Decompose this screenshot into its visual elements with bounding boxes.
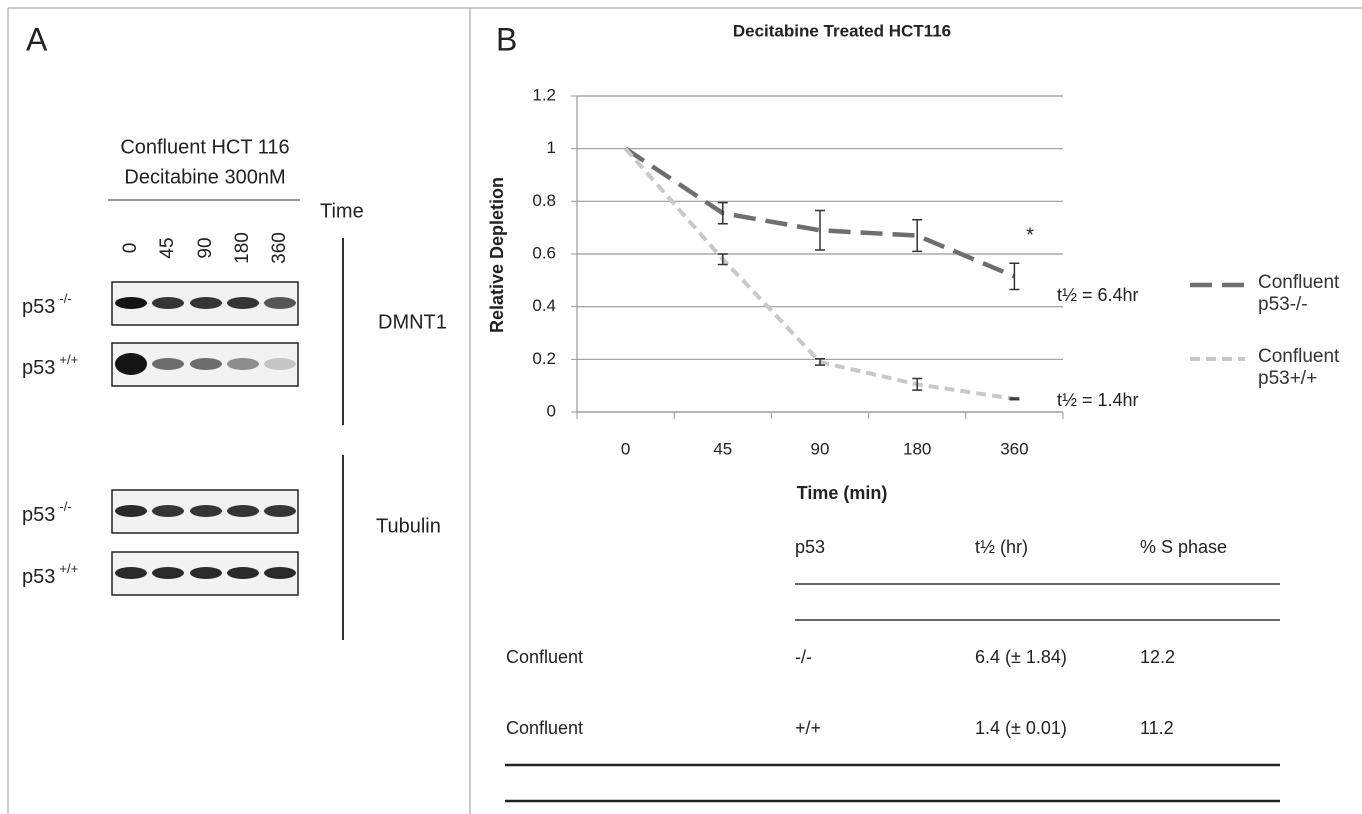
- y-tick-label: 0.2: [532, 349, 556, 368]
- row-label: p53 +/+: [22, 352, 78, 379]
- lane-label: 360: [269, 232, 290, 264]
- y-tick-label: 1.2: [532, 85, 556, 104]
- band: [227, 358, 259, 370]
- band: [115, 505, 147, 517]
- band: [115, 297, 147, 309]
- row-label-sup: -/-: [59, 291, 71, 306]
- x-tick-label: 180: [903, 439, 931, 458]
- band: [264, 505, 296, 517]
- band: [227, 297, 259, 309]
- table-cell: Confluent: [506, 647, 583, 667]
- row-label-text: p53: [22, 566, 55, 588]
- table-cell: 11.2: [1140, 718, 1174, 738]
- annotation: *: [1026, 224, 1034, 246]
- lane-label: 0: [120, 243, 141, 254]
- row-label-text: p53: [22, 357, 55, 379]
- band: [190, 358, 222, 370]
- band: [115, 353, 147, 375]
- row-label-text: p53: [22, 296, 55, 318]
- row-label: p53 +/+: [22, 561, 78, 588]
- annotation: t½ = 1.4hr: [1057, 390, 1139, 410]
- table-cell: Confluent: [506, 718, 583, 738]
- figure: A B Confluent HCT 116 Decitabine 300nM T…: [0, 0, 1362, 814]
- error-bar: [1009, 263, 1019, 289]
- band: [264, 567, 296, 579]
- table-header: % S phase: [1140, 537, 1227, 557]
- x-axis-title: Time (min): [797, 483, 888, 503]
- band: [264, 358, 296, 370]
- time-label: Time: [320, 200, 364, 222]
- row-label-text: p53: [22, 504, 55, 526]
- band: [115, 567, 147, 579]
- legend-label: Confluent p53-/-: [1258, 272, 1362, 316]
- x-tick-label: 0: [621, 439, 630, 458]
- x-tick-label: 45: [713, 439, 732, 458]
- lane-label: 90: [195, 237, 216, 258]
- group-label: DMNT1: [378, 311, 447, 333]
- panel-label: B: [496, 21, 517, 57]
- table-cell: -/-: [795, 647, 812, 667]
- panel-label: A: [26, 21, 48, 57]
- band: [264, 297, 296, 309]
- row-label-sup: +/+: [59, 352, 78, 367]
- table-header: p53: [795, 537, 825, 557]
- band: [152, 297, 184, 309]
- annotation: t½ = 6.4hr: [1057, 285, 1139, 305]
- band: [227, 567, 259, 579]
- row-label-sup: +/+: [59, 561, 78, 576]
- y-tick-label: 0.4: [532, 296, 556, 315]
- band: [190, 567, 222, 579]
- blot-title: Decitabine 300nM: [124, 166, 285, 188]
- y-tick-label: 1: [547, 138, 556, 157]
- table-cell: 6.4 (± 1.84): [975, 647, 1067, 667]
- y-tick-label: 0.8: [532, 191, 556, 210]
- legend-label: Confluent p53+/+: [1258, 346, 1362, 390]
- chart-title: Decitabine Treated HCT116: [733, 21, 951, 40]
- lane-label: 180: [232, 232, 253, 264]
- table-cell: +/+: [795, 718, 821, 738]
- y-axis-title: Relative Depletion: [487, 177, 507, 333]
- band: [190, 297, 222, 309]
- row-label: p53 -/-: [22, 499, 72, 526]
- band: [227, 505, 259, 517]
- lane-label: 45: [157, 237, 178, 258]
- band: [152, 505, 184, 517]
- band: [152, 358, 184, 370]
- x-tick-label: 90: [811, 439, 830, 458]
- table-cell: 12.2: [1140, 647, 1175, 667]
- row-label: p53 -/-: [22, 291, 72, 318]
- figure-canvas: A B Confluent HCT 116 Decitabine 300nM T…: [0, 0, 1362, 814]
- band: [190, 505, 222, 517]
- row-label-sup: -/-: [59, 499, 71, 514]
- group-label: Tubulin: [376, 515, 441, 537]
- x-tick-label: 360: [1000, 439, 1028, 458]
- y-tick-label: 0.6: [532, 243, 556, 262]
- band: [152, 567, 184, 579]
- blot-title: Confluent HCT 116: [120, 136, 289, 158]
- table-cell: 1.4 (± 0.01): [975, 718, 1067, 738]
- y-tick-label: 0: [547, 401, 556, 420]
- table-header: t½ (hr): [975, 537, 1028, 557]
